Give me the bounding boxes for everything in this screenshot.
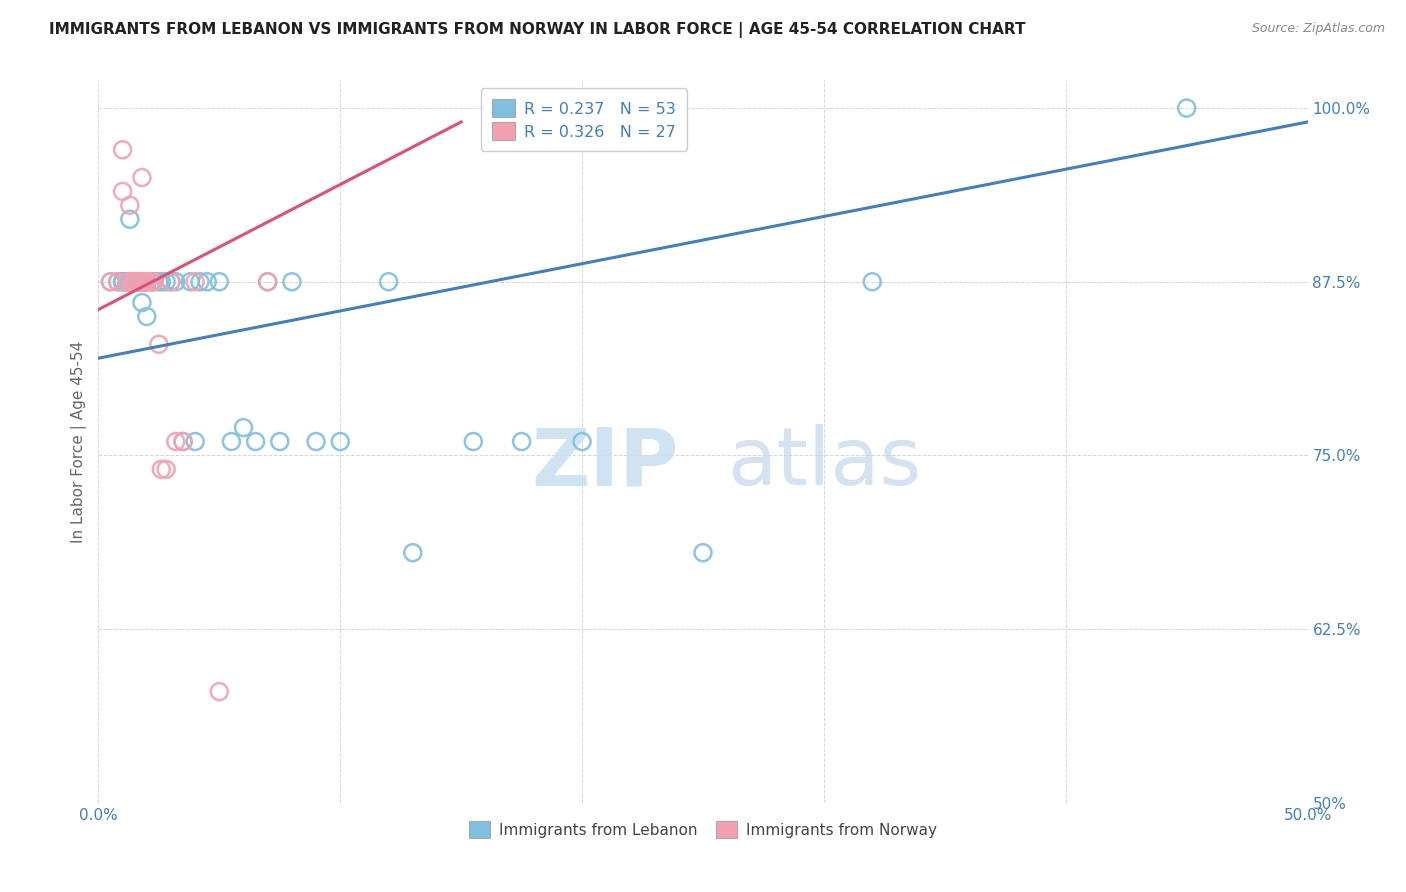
Point bbox=[118, 275, 141, 289]
Point bbox=[148, 275, 170, 289]
Point bbox=[124, 275, 146, 289]
Point bbox=[131, 275, 153, 289]
Point bbox=[305, 434, 328, 449]
Point bbox=[1175, 101, 1198, 115]
Point bbox=[111, 275, 134, 289]
Point bbox=[160, 275, 183, 289]
Point bbox=[124, 275, 146, 289]
Point bbox=[127, 275, 149, 289]
Point bbox=[281, 275, 304, 289]
Point bbox=[100, 275, 122, 289]
Point bbox=[135, 275, 157, 289]
Point bbox=[860, 275, 883, 289]
Point bbox=[111, 275, 134, 289]
Point bbox=[111, 143, 134, 157]
Legend: Immigrants from Lebanon, Immigrants from Norway: Immigrants from Lebanon, Immigrants from… bbox=[461, 814, 945, 846]
Point bbox=[124, 275, 146, 289]
Point bbox=[184, 434, 207, 449]
Point bbox=[127, 275, 149, 289]
Point bbox=[135, 275, 157, 289]
Point bbox=[188, 275, 211, 289]
Y-axis label: In Labor Force | Age 45-54: In Labor Force | Age 45-54 bbox=[72, 341, 87, 542]
Point bbox=[141, 275, 163, 289]
Point bbox=[256, 275, 278, 289]
Point bbox=[131, 295, 153, 310]
Point bbox=[117, 275, 139, 289]
Point bbox=[160, 275, 183, 289]
Point bbox=[121, 275, 143, 289]
Point bbox=[172, 434, 194, 449]
Point bbox=[329, 434, 352, 449]
Point bbox=[131, 275, 153, 289]
Point bbox=[118, 212, 141, 227]
Point bbox=[118, 198, 141, 212]
Point bbox=[148, 337, 170, 351]
Point bbox=[111, 185, 134, 199]
Point bbox=[127, 275, 149, 289]
Point bbox=[131, 170, 153, 185]
Point bbox=[150, 275, 173, 289]
Point bbox=[463, 434, 485, 449]
Point bbox=[143, 275, 166, 289]
Point bbox=[124, 275, 146, 289]
Point bbox=[107, 275, 129, 289]
Point bbox=[134, 275, 156, 289]
Point bbox=[134, 275, 156, 289]
Text: Source: ZipAtlas.com: Source: ZipAtlas.com bbox=[1251, 22, 1385, 36]
Point bbox=[402, 546, 425, 560]
Point bbox=[377, 275, 399, 289]
Point bbox=[510, 434, 533, 449]
Point bbox=[692, 546, 714, 560]
Point bbox=[256, 275, 278, 289]
Point bbox=[107, 275, 129, 289]
Point bbox=[117, 275, 139, 289]
Point bbox=[208, 684, 231, 698]
Point bbox=[141, 275, 163, 289]
Point bbox=[179, 275, 201, 289]
Text: ZIP: ZIP bbox=[531, 425, 679, 502]
Point bbox=[100, 275, 122, 289]
Point bbox=[172, 434, 194, 449]
Point bbox=[221, 434, 243, 449]
Point bbox=[245, 434, 267, 449]
Point bbox=[155, 275, 177, 289]
Point bbox=[232, 420, 254, 434]
Point bbox=[571, 434, 593, 449]
Point bbox=[134, 275, 156, 289]
Point bbox=[208, 275, 231, 289]
Point bbox=[117, 275, 139, 289]
Text: IMMIGRANTS FROM LEBANON VS IMMIGRANTS FROM NORWAY IN LABOR FORCE | AGE 45-54 COR: IMMIGRANTS FROM LEBANON VS IMMIGRANTS FR… bbox=[49, 22, 1026, 38]
Point bbox=[121, 275, 143, 289]
Point bbox=[128, 275, 150, 289]
Point bbox=[131, 275, 153, 289]
Point bbox=[128, 275, 150, 289]
Point bbox=[127, 275, 149, 289]
Point bbox=[128, 275, 150, 289]
Point bbox=[124, 275, 146, 289]
Point bbox=[155, 462, 177, 476]
Point bbox=[143, 275, 166, 289]
Point bbox=[135, 310, 157, 324]
Point bbox=[269, 434, 291, 449]
Point bbox=[195, 275, 218, 289]
Point bbox=[165, 434, 187, 449]
Point bbox=[184, 275, 207, 289]
Point bbox=[135, 275, 157, 289]
Point bbox=[165, 275, 187, 289]
Text: atlas: atlas bbox=[727, 425, 921, 502]
Point bbox=[150, 462, 173, 476]
